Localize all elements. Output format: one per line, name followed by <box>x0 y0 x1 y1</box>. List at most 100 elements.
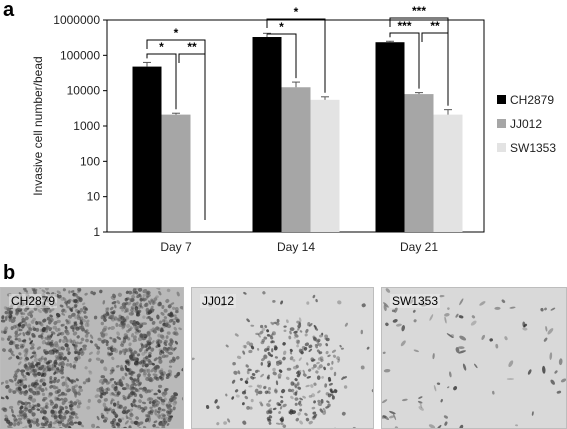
y-tick-label: 10000 <box>67 84 101 98</box>
cell-dot <box>87 377 91 383</box>
cell-dot <box>55 357 59 361</box>
cell-dot <box>223 421 227 425</box>
cell-dot <box>64 423 68 428</box>
cell-dot <box>172 320 176 326</box>
cell-dot <box>102 331 106 336</box>
cell-dot <box>299 408 303 412</box>
cell-dot <box>132 356 137 360</box>
cell-dot <box>64 409 70 414</box>
cell-dot <box>74 392 77 398</box>
cell-dot <box>137 288 143 292</box>
cell-dot <box>84 329 89 333</box>
cell-dot <box>128 372 132 376</box>
cell-dot <box>15 355 20 360</box>
cell-dot <box>317 399 321 403</box>
cell-dot <box>308 420 313 425</box>
cell-dot <box>138 421 144 425</box>
cell-dot <box>247 368 252 372</box>
cell-dot <box>56 378 61 384</box>
cell-dot <box>162 323 166 329</box>
cell-dot <box>147 373 151 377</box>
bar-jj012 <box>161 114 191 232</box>
cell-dot <box>100 359 104 364</box>
cell-dot <box>27 423 32 428</box>
cell-dot <box>294 333 299 338</box>
cell-dot <box>382 414 389 421</box>
cell-dot <box>246 377 249 381</box>
cell-dot <box>17 379 21 384</box>
cell-dot <box>8 314 13 319</box>
cell-dot <box>63 381 68 386</box>
cell-dot <box>135 328 139 333</box>
cell-dot <box>400 340 406 347</box>
cell-dot <box>121 387 127 391</box>
cell-dot <box>51 426 56 428</box>
cell-dot <box>80 337 85 342</box>
cell-dot <box>1 315 5 320</box>
cell-dot <box>116 300 121 305</box>
cell-dot <box>105 342 109 347</box>
panel-label-b: b <box>3 262 16 284</box>
cell-dot <box>89 334 94 339</box>
cell-dot <box>251 373 256 376</box>
cell-dot <box>266 390 271 394</box>
cell-dot <box>11 414 16 418</box>
cell-dot <box>78 385 83 389</box>
cell-dot <box>109 392 114 396</box>
cell-dot <box>267 363 271 368</box>
cell-dot <box>26 372 31 376</box>
cell-dot <box>80 324 85 330</box>
cell-dot <box>336 356 340 360</box>
cell-dot <box>165 373 171 377</box>
cell-dot <box>111 392 115 396</box>
cell-dot <box>23 415 28 420</box>
cell-dot <box>294 392 298 396</box>
cell-dot <box>428 424 436 428</box>
cell-dot <box>39 426 43 428</box>
cell-dot <box>43 349 46 354</box>
chart-bars <box>132 32 463 233</box>
cell-dot <box>148 309 153 314</box>
cell-dot <box>73 321 77 325</box>
cell-dot <box>311 366 315 370</box>
cell-dot <box>118 350 123 355</box>
cell-dot <box>36 361 41 365</box>
legend-swatch-ch2879 <box>497 95 506 104</box>
cell-dot <box>156 410 161 414</box>
cell-dot <box>12 316 16 320</box>
cell-dot <box>278 411 282 414</box>
cell-dot <box>158 384 163 389</box>
cell-dot <box>28 394 33 399</box>
cell-dot <box>544 307 547 311</box>
cell-dot <box>283 325 287 328</box>
cell-dot <box>417 400 423 404</box>
cell-dot <box>109 352 113 356</box>
cell-dot <box>392 413 397 421</box>
cell-dot <box>318 343 322 347</box>
cell-dot <box>23 352 28 358</box>
cell-dot <box>296 339 301 345</box>
cell-dot <box>158 414 162 420</box>
cell-dot <box>328 382 333 386</box>
cell-dot <box>120 367 125 372</box>
cell-dot <box>249 406 253 410</box>
cell-dot <box>267 387 272 391</box>
cell-dot <box>77 310 81 314</box>
cell-dot <box>139 297 145 301</box>
cell-dot <box>259 330 264 335</box>
cell-dot <box>120 343 124 347</box>
cell-dot <box>444 313 450 317</box>
cell-dot <box>109 345 114 349</box>
cell-dot <box>42 398 46 402</box>
cell-dot <box>168 318 174 323</box>
cell-dot <box>125 415 129 420</box>
cell-dot <box>315 298 318 303</box>
cell-dot <box>145 414 148 418</box>
micrograph-label: SW1353 <box>390 294 441 308</box>
significance-bracket <box>389 32 420 89</box>
legend-swatch-sw1353 <box>497 143 506 152</box>
cell-dot <box>330 393 334 397</box>
cell-dot <box>28 327 33 332</box>
cell-dot <box>293 330 298 334</box>
cell-dot <box>110 314 115 318</box>
